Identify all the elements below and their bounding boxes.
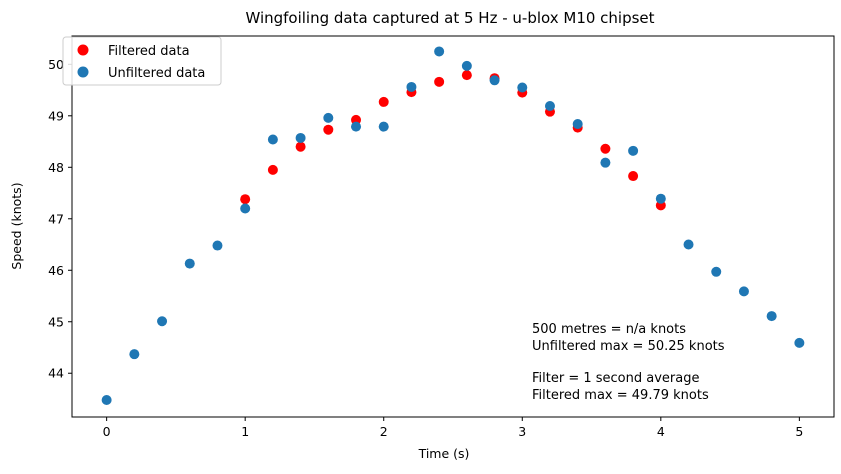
x-tick-label: 2 — [380, 424, 388, 439]
legend-marker-unfiltered — [77, 66, 89, 78]
y-tick-label: 45 — [48, 314, 64, 329]
chart-title: Wingfoiling data captured at 5 Hz - u-bl… — [245, 9, 654, 27]
y-tick-label: 47 — [48, 211, 64, 226]
unfiltered-data-point — [240, 203, 251, 214]
x-axis-label: Time (s) — [418, 446, 470, 461]
unfiltered-data-point — [434, 46, 445, 57]
unfiltered-data-point — [794, 337, 805, 348]
unfiltered-data-point — [323, 112, 334, 123]
annotation-line: Filtered max = 49.79 knots — [532, 388, 709, 403]
annotation-line: Filter = 1 second average — [532, 371, 699, 386]
unfiltered-data-point — [461, 60, 472, 71]
unfiltered-data-point — [129, 349, 140, 360]
filtered-data-point — [323, 124, 334, 135]
legend-label-filtered: Filtered data — [108, 44, 190, 59]
filtered-data-point — [295, 141, 306, 152]
x-tick-label: 3 — [518, 424, 526, 439]
unfiltered-data-point — [184, 258, 195, 269]
unfiltered-data-point — [683, 239, 694, 250]
x-tick-label: 4 — [657, 424, 665, 439]
unfiltered-data-point — [212, 240, 223, 251]
y-tick-label: 46 — [48, 263, 64, 278]
unfiltered-data-point — [157, 316, 168, 327]
unfiltered-data-point — [572, 119, 583, 130]
annotation-block: 500 metres = n/a knots Unfiltered max = … — [532, 322, 725, 403]
annotation-line: Unfiltered max = 50.25 knots — [532, 339, 725, 354]
unfiltered-data-point — [351, 121, 362, 132]
legend-label-unfiltered: Unfiltered data — [108, 66, 205, 81]
unfiltered-data-point — [600, 157, 611, 168]
unfiltered-data-point — [738, 286, 749, 297]
legend-marker-filtered — [77, 44, 89, 56]
legend: Filtered data Unfiltered data — [62, 36, 222, 86]
y-axis: 44 45 46 47 48 49 50 — [48, 57, 72, 381]
filtered-data-point — [267, 164, 278, 175]
x-tick-label: 0 — [103, 424, 111, 439]
filtered-data-point — [240, 194, 251, 205]
unfiltered-data-point — [378, 121, 389, 132]
unfiltered-data-point — [295, 132, 306, 143]
annotation-line: 500 metres = n/a knots — [532, 322, 686, 337]
filtered-data-point — [461, 70, 472, 81]
filtered-data-point — [600, 143, 611, 154]
unfiltered-data-point — [517, 82, 528, 93]
y-tick-label: 44 — [48, 366, 64, 381]
unfiltered-data-point — [711, 266, 722, 277]
unfiltered-data-point — [628, 145, 639, 156]
y-tick-label: 49 — [48, 108, 64, 123]
x-tick-label: 5 — [795, 424, 803, 439]
unfiltered-data-point — [544, 101, 555, 112]
unfiltered-data-point — [766, 311, 777, 322]
unfiltered-data-point — [489, 75, 500, 86]
unfiltered-data-point — [101, 395, 112, 406]
y-tick-label: 48 — [48, 160, 64, 175]
filtered-data-point — [378, 96, 389, 107]
unfiltered-data-point — [267, 134, 278, 145]
filtered-data-point — [434, 76, 445, 87]
unfiltered-data-point — [655, 193, 666, 204]
y-tick-label: 50 — [48, 57, 64, 72]
data-points — [101, 46, 805, 406]
y-axis-label: Speed (knots) — [9, 182, 24, 269]
x-tick-label: 1 — [241, 424, 249, 439]
plot-area — [71, 35, 835, 418]
filtered-data-point — [628, 171, 639, 182]
legend-box — [62, 36, 222, 86]
unfiltered-data-point — [406, 81, 417, 92]
x-axis: 0 1 2 3 4 5 — [103, 417, 803, 439]
